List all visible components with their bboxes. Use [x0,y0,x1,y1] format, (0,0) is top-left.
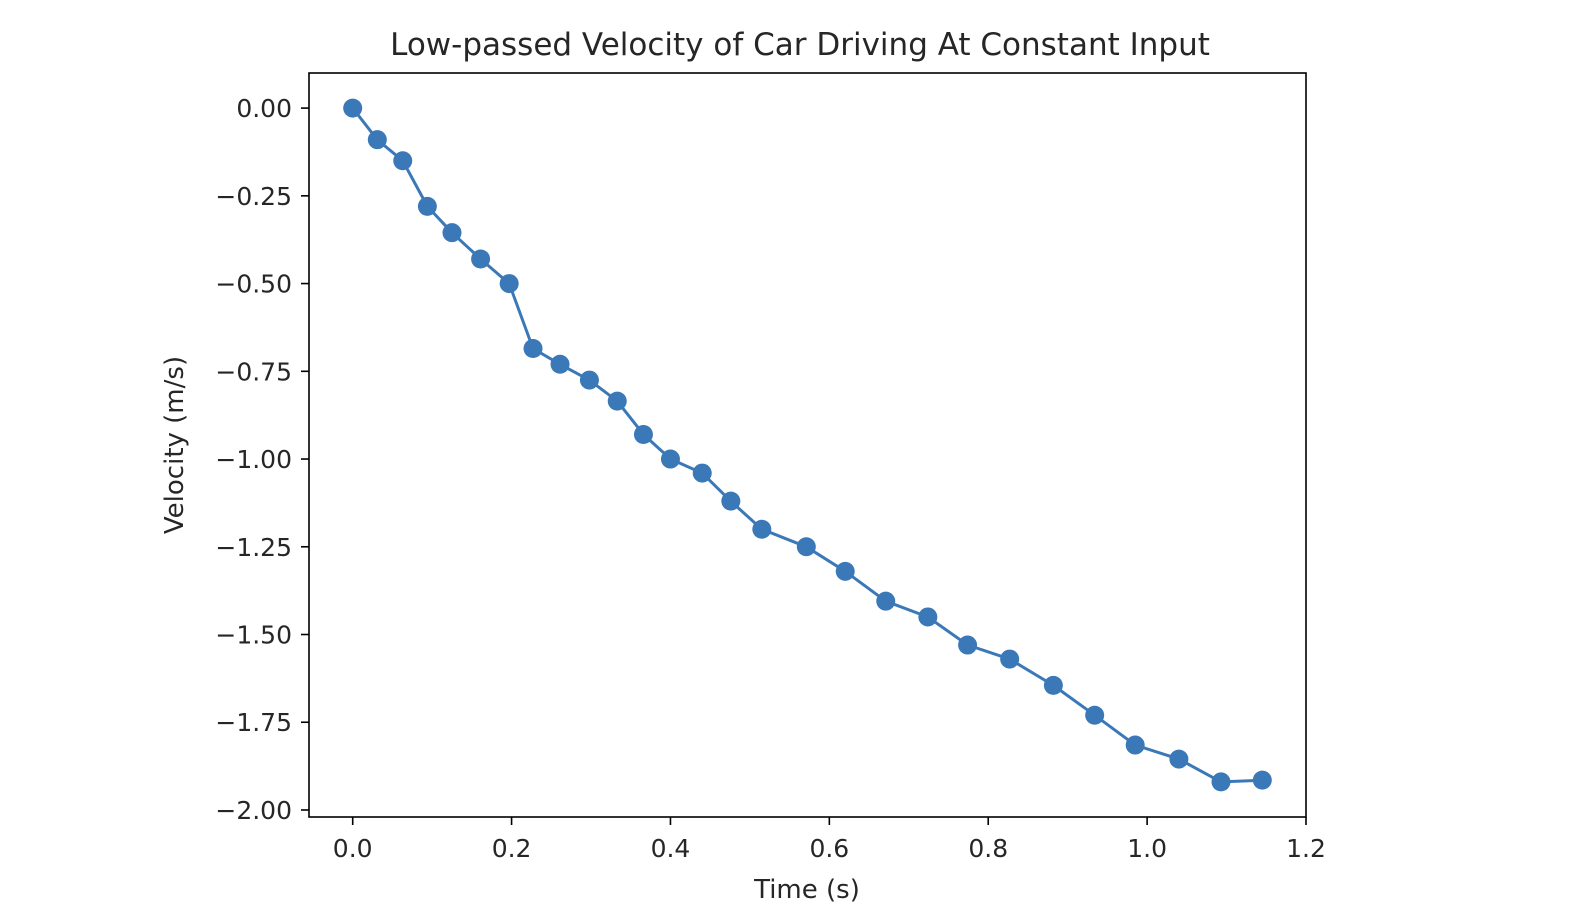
x-tick-label: 1.0 [1127,834,1167,863]
data-point [633,424,653,444]
data-point [343,98,363,118]
data-point [1252,770,1272,790]
data-point [442,223,462,243]
y-tick-label: −0.50 [215,270,292,299]
data-point [1211,772,1231,792]
data-point [607,391,627,411]
y-tick-label: −0.75 [215,357,292,386]
data-point [579,370,599,390]
y-axis-title: Velocity (m/s) [160,356,190,534]
data-point [499,274,519,294]
data-point [796,537,816,557]
x-axis: 0.0 0.2 0.4 0.6 0.8 1.0 1.2 [333,817,1326,863]
data-point [876,591,896,611]
series-group [343,98,1272,792]
data-point [393,151,413,171]
data-point [367,130,387,150]
x-tick-label: 0.8 [968,834,1008,863]
y-tick-label: 0.00 [236,94,292,123]
data-point [692,463,712,483]
y-tick-label: −1.75 [215,708,292,737]
x-tick-label: 0.2 [492,834,532,863]
data-point [471,249,491,269]
chart-title: Low-passed Velocity of Car Driving At Co… [390,27,1210,63]
data-point [1125,735,1145,755]
y-tick-label: −1.00 [215,445,292,474]
data-point [550,354,570,374]
data-point [1000,649,1020,669]
data-point [1169,749,1189,769]
y-tick-label: −0.25 [215,182,292,211]
x-tick-label: 0.0 [333,834,373,863]
data-point [721,491,741,511]
x-tick-label: 0.6 [809,834,849,863]
y-axis: 0.00 −0.25 −0.50 −0.75 −1.00 −1.25 −1.50 −1.75 −… [215,94,309,825]
plot-area [308,72,1307,818]
y-tick-label: −1.50 [215,621,292,650]
x-tick-label: 1.2 [1286,834,1326,863]
data-point [1043,675,1063,695]
data-point [523,338,543,358]
data-point [752,519,772,539]
y-tick-label: −2.00 [215,796,292,825]
data-point [835,561,855,581]
data-point [1085,705,1105,725]
y-tick-label: −1.25 [215,533,292,562]
series-line [351,107,1263,784]
x-tick-label: 0.4 [651,834,691,863]
data-point [417,196,437,216]
data-point [958,635,978,655]
data-point [660,449,680,469]
axes-frame [308,72,1307,818]
x-axis-title: Time (s) [753,875,860,905]
data-point [918,607,938,627]
